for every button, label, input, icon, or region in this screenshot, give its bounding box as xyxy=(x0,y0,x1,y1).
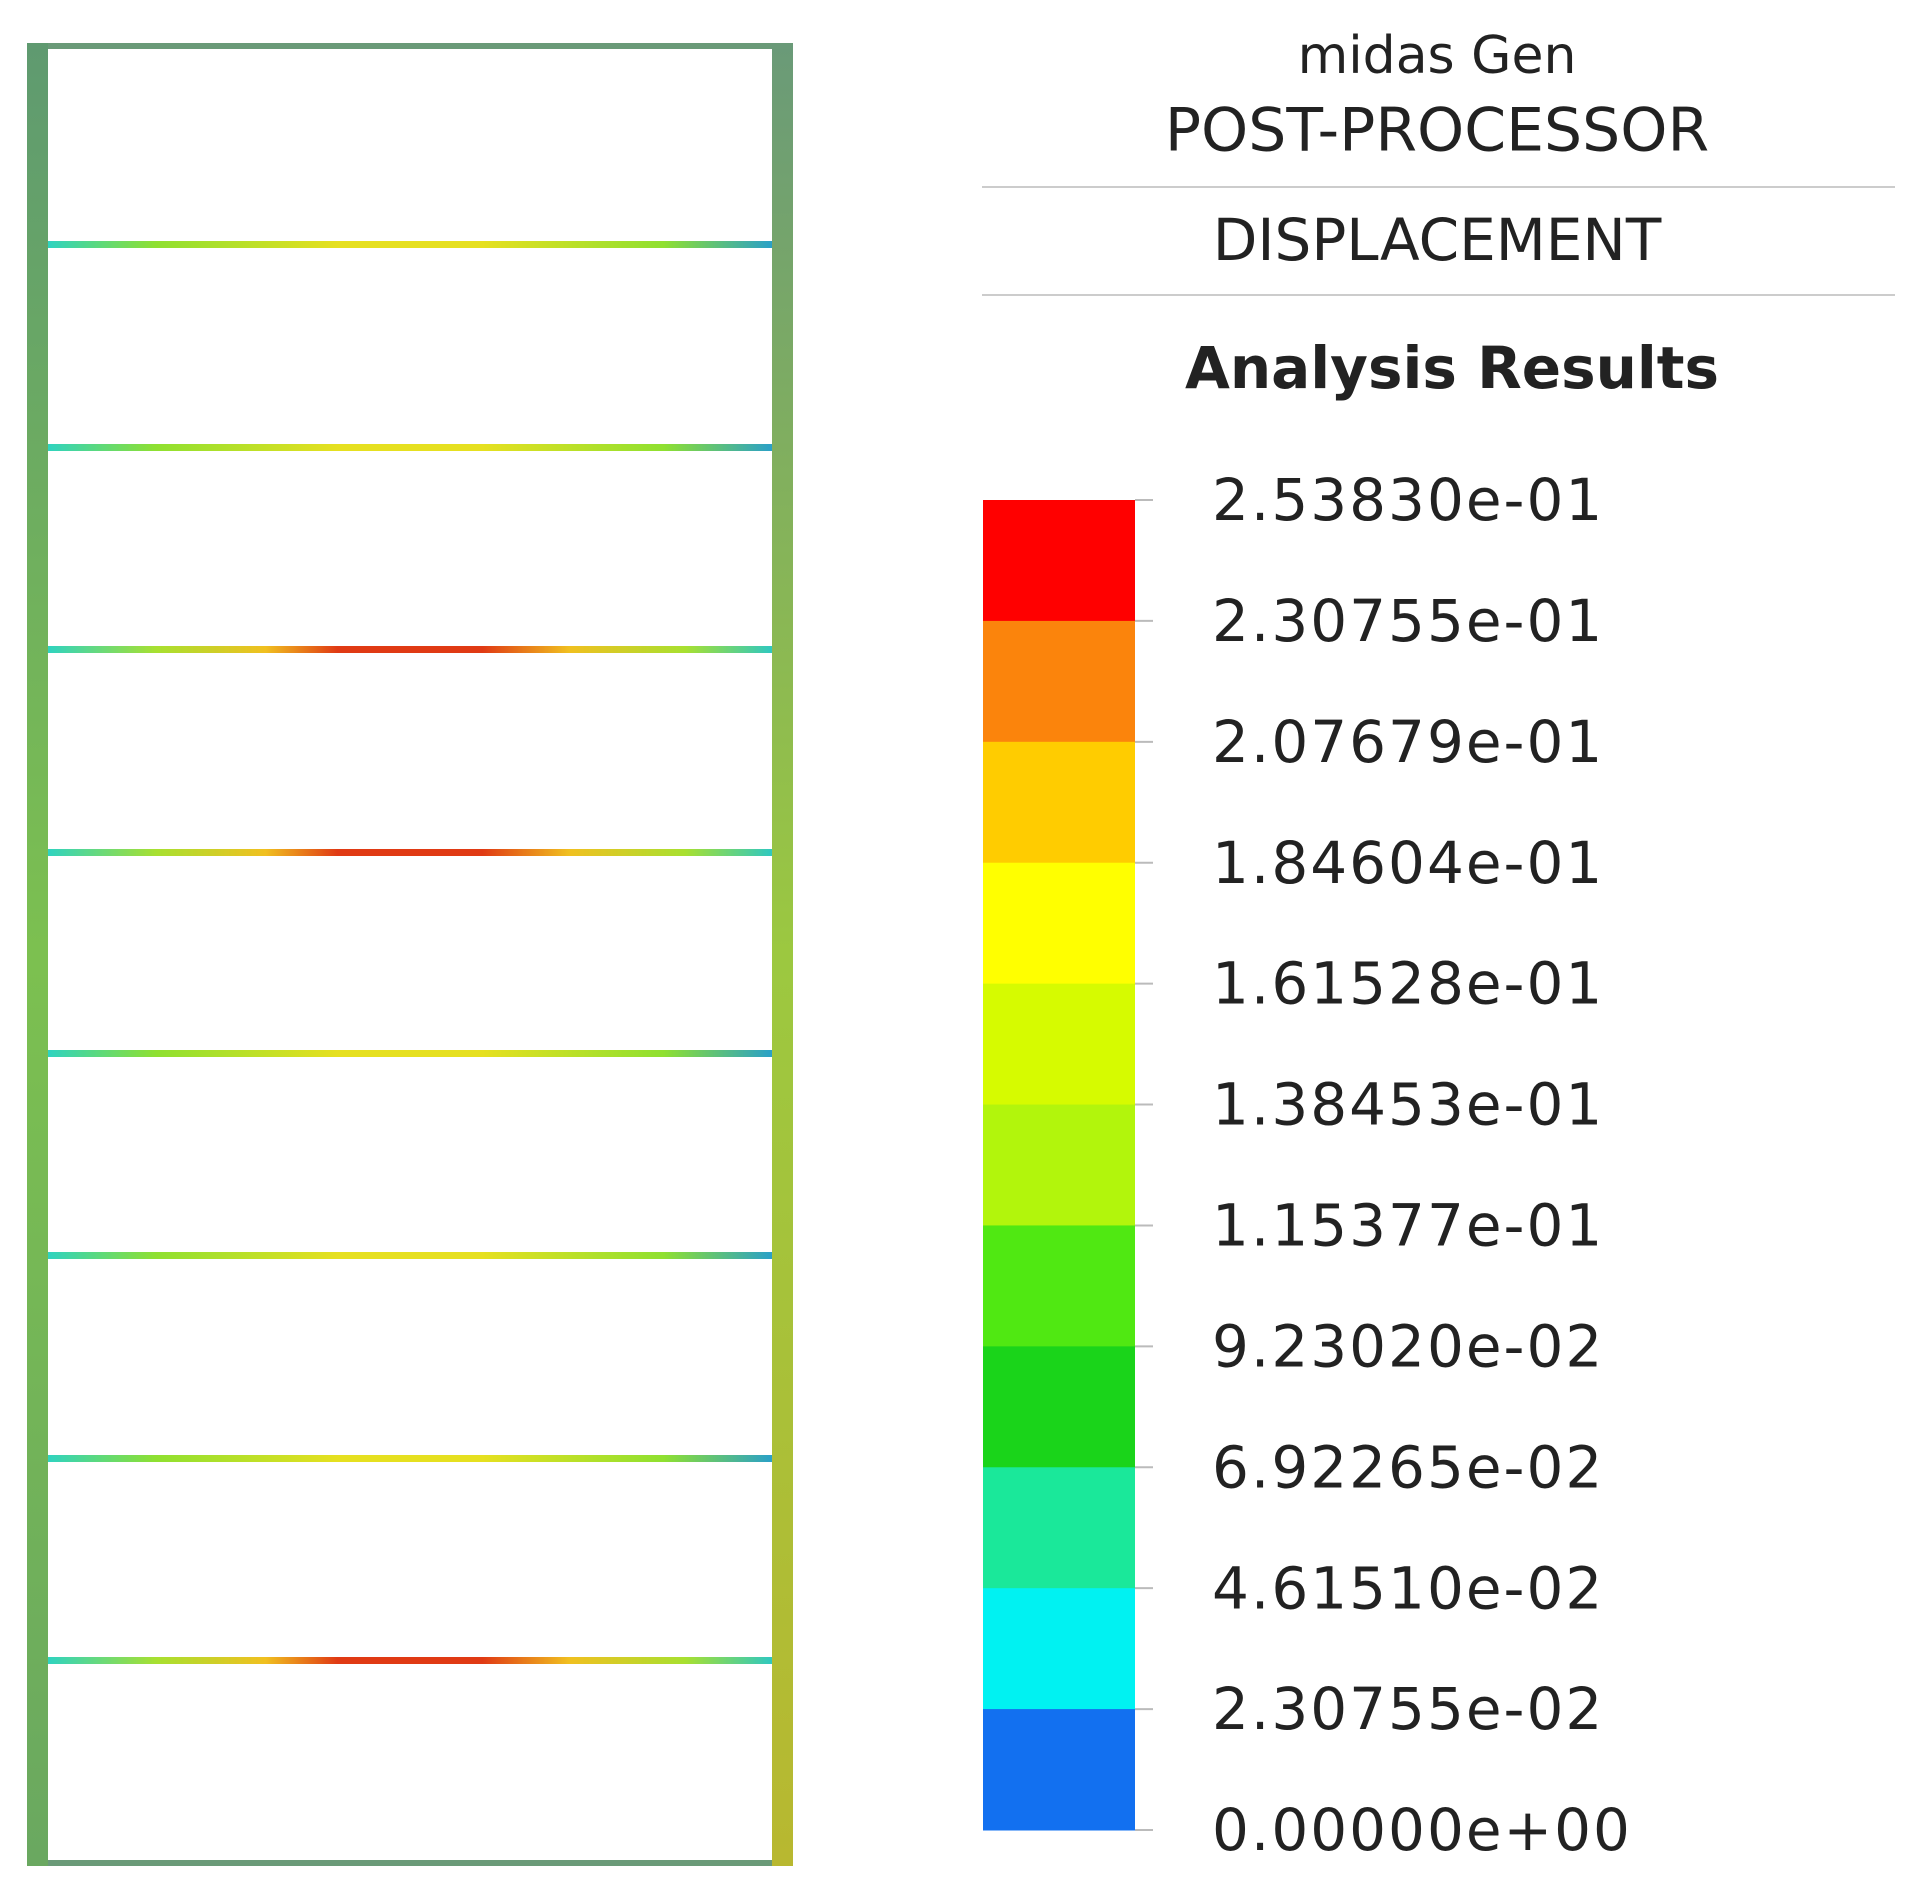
legend-label: 6.92265e-02 xyxy=(1212,1433,1604,1501)
legend-label: 1.15377e-01 xyxy=(1212,1192,1604,1260)
beam xyxy=(48,1252,772,1259)
legend-label: 1.38453e-01 xyxy=(1212,1071,1604,1139)
left-column xyxy=(27,43,48,1866)
legend-label: 1.61528e-01 xyxy=(1212,950,1604,1018)
app-name: midas Gen xyxy=(1298,26,1577,86)
legend-band xyxy=(983,1709,1135,1831)
legend-band xyxy=(983,1467,1135,1589)
beam xyxy=(48,241,772,248)
legend-band xyxy=(983,620,1135,743)
legend-band xyxy=(983,1225,1135,1347)
legend-band xyxy=(983,983,1135,1106)
legend-label: 9.23020e-02 xyxy=(1212,1312,1604,1380)
beam xyxy=(48,1050,772,1057)
legend-label: 4.61510e-02 xyxy=(1212,1554,1604,1622)
beam xyxy=(48,849,772,856)
frame-model xyxy=(27,43,793,1866)
legend-label: 2.30755e-02 xyxy=(1212,1675,1604,1743)
legend-band xyxy=(983,1346,1135,1468)
legend-band xyxy=(983,1588,1135,1710)
result-type: DISPLACEMENT xyxy=(1213,206,1662,274)
legend-band xyxy=(983,500,1135,622)
legend-label: 1.84604e-01 xyxy=(1212,829,1604,897)
legend-band xyxy=(983,741,1135,864)
legend-label: 2.53830e-01 xyxy=(1212,466,1604,534)
top-beam xyxy=(27,43,793,49)
beam xyxy=(48,646,772,653)
legend: 2.53830e-01 2.30755e-01 2.07679e-01 1.84604… xyxy=(983,466,1632,1864)
legend-band xyxy=(983,1104,1135,1226)
module-name: POST-PROCESSOR xyxy=(1165,96,1709,166)
legend-label: 0.00000e+00 xyxy=(1212,1796,1632,1864)
bottom-beam xyxy=(27,1860,793,1866)
legend-label: 2.07679e-01 xyxy=(1212,708,1604,776)
right-column xyxy=(772,43,793,1866)
beam xyxy=(48,1455,772,1462)
legend-band xyxy=(983,862,1135,985)
beam xyxy=(48,1657,772,1664)
legend-label: 2.30755e-01 xyxy=(1212,587,1604,655)
beam xyxy=(48,444,772,451)
legend-title: Analysis Results xyxy=(1185,334,1719,402)
